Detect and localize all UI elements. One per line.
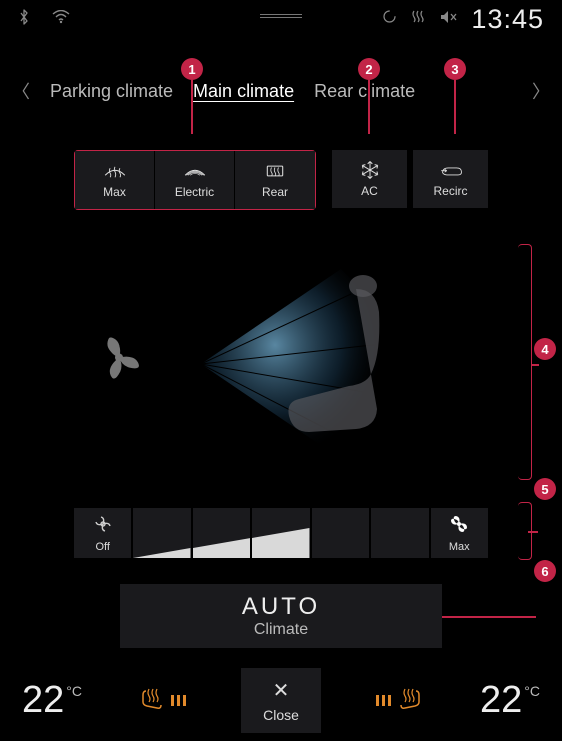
- button-label: Electric: [175, 185, 214, 199]
- callout-line-2: [368, 80, 370, 134]
- callout-5: 5: [534, 478, 556, 500]
- callout-1: 1: [181, 58, 203, 80]
- left-temp[interactable]: 22°C: [22, 679, 82, 722]
- airflow-seat-icon: [181, 254, 441, 474]
- chevron-right-icon[interactable]: 〉: [532, 78, 550, 104]
- close-label: Close: [263, 707, 299, 723]
- recirc-icon: [437, 160, 465, 180]
- callout-bracket-4: [518, 244, 532, 480]
- fan-icon: [94, 333, 144, 396]
- close-icon: ✕: [273, 678, 290, 703]
- climate-tabs: 〈 Parking climate Main climate Rear clim…: [0, 78, 562, 104]
- snowflake-icon: [356, 160, 384, 180]
- chevron-left-icon[interactable]: 〈: [12, 78, 30, 104]
- defrost-rear-button[interactable]: Rear: [235, 151, 315, 209]
- ac-button[interactable]: AC: [332, 150, 407, 208]
- auto-title: AUTO: [242, 593, 320, 621]
- bottom-bar: 22°C ✕ Close 22°C: [0, 659, 562, 741]
- callout-6: 6: [534, 560, 556, 582]
- clock: 13:45: [471, 4, 544, 35]
- button-label: AC: [361, 184, 378, 198]
- tab-main-climate[interactable]: Main climate: [193, 81, 294, 102]
- tab-rear-climate[interactable]: Rear climate: [314, 81, 415, 102]
- status-bar: 13:45: [0, 0, 562, 38]
- defrost-electric-icon: [181, 161, 209, 181]
- button-label: Max: [103, 185, 126, 199]
- fan-level-2[interactable]: [193, 508, 250, 558]
- right-temp[interactable]: 22°C: [480, 679, 540, 722]
- defrost-electric-button[interactable]: Electric: [155, 151, 235, 209]
- recirc-button[interactable]: Recirc: [413, 150, 488, 208]
- callout-line-3: [454, 80, 456, 134]
- close-button[interactable]: ✕ Close: [241, 668, 321, 733]
- auto-subtitle: Climate: [254, 621, 308, 639]
- fan-level-1[interactable]: [133, 508, 190, 558]
- mute-icon: [440, 10, 457, 29]
- callout-3: 3: [444, 58, 466, 80]
- heater-icon: [411, 9, 426, 29]
- callout-line-1: [191, 80, 193, 134]
- auto-climate-button[interactable]: AUTO Climate: [120, 584, 442, 648]
- defrost-rear-icon: [261, 161, 289, 181]
- fan-max-icon: [449, 514, 469, 539]
- right-seat-heat-button[interactable]: [376, 687, 425, 713]
- fan-level-5[interactable]: [371, 508, 428, 558]
- drag-handle-icon[interactable]: [260, 14, 302, 20]
- defrost-max-button[interactable]: Max: [75, 151, 155, 209]
- climate-button-row: Max Electric Rear AC Recirc: [0, 150, 562, 210]
- tab-parking-climate[interactable]: Parking climate: [50, 81, 173, 102]
- bluetooth-icon: [18, 9, 30, 29]
- left-seat-heat-button[interactable]: [137, 687, 186, 713]
- seat-heat-right-icon: [397, 687, 425, 713]
- button-label: Recirc: [433, 184, 467, 198]
- fan-off-button[interactable]: Off: [74, 508, 131, 558]
- wifi-icon: [52, 10, 70, 28]
- heat-level-bars: [376, 695, 391, 706]
- heat-level-bars: [171, 695, 186, 706]
- fan-max-button[interactable]: Max: [431, 508, 488, 558]
- button-label: Rear: [262, 185, 288, 199]
- callout-2: 2: [358, 58, 380, 80]
- fan-off-icon: [93, 514, 113, 539]
- callout-line-6: [442, 616, 536, 618]
- fan-speed-row: Off Max: [74, 508, 488, 558]
- fan-level-4[interactable]: [312, 508, 369, 558]
- seat-heat-left-icon: [137, 687, 165, 713]
- fan-max-label: Max: [449, 541, 470, 553]
- spinner-icon: [382, 9, 397, 29]
- fan-off-label: Off: [95, 541, 109, 553]
- defrost-group: Max Electric Rear: [74, 150, 316, 210]
- callout-4: 4: [534, 338, 556, 360]
- airflow-direction-panel[interactable]: [0, 246, 562, 482]
- fan-level-3[interactable]: [252, 508, 309, 558]
- defrost-front-icon: [101, 161, 129, 181]
